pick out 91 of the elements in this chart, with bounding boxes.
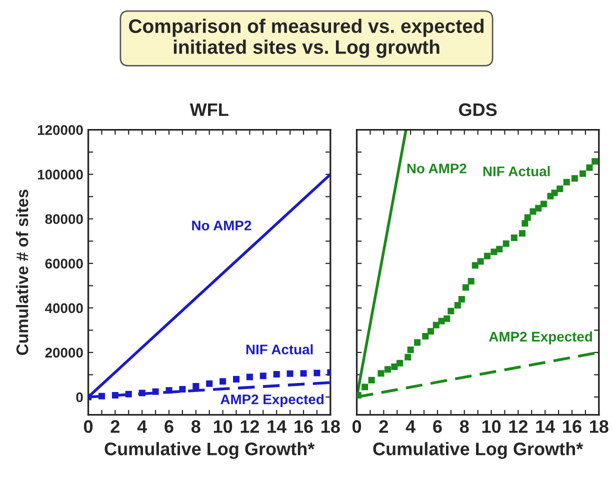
point xyxy=(535,204,542,212)
point xyxy=(407,346,414,354)
x-tick-label: 10 xyxy=(214,420,232,433)
x-tick-label: 14 xyxy=(536,420,556,433)
x-axis-title: Cumulative Log Growth* xyxy=(104,442,315,459)
y-tick-label: 0 xyxy=(76,392,83,402)
y-tick-label: 20000 xyxy=(45,348,83,358)
x-tick-label: 12 xyxy=(509,420,528,433)
point xyxy=(166,387,172,394)
point xyxy=(551,190,558,196)
point xyxy=(422,332,429,340)
y-tick-label: 40000 xyxy=(45,303,83,314)
x-tick-label: 16 xyxy=(294,420,313,433)
series-label: No AMP2 xyxy=(407,164,466,174)
point xyxy=(286,370,294,377)
point xyxy=(300,370,307,377)
y-tick-label: 80000 xyxy=(45,214,83,224)
x-tick-label: 6 xyxy=(164,420,174,433)
point xyxy=(362,384,368,390)
series-label: No AMP2 xyxy=(192,220,252,230)
point xyxy=(468,278,474,284)
point xyxy=(458,296,465,303)
point xyxy=(378,370,384,377)
point xyxy=(192,383,200,390)
point xyxy=(540,200,548,208)
y-tick-label: 100000 xyxy=(38,170,83,180)
point xyxy=(462,284,469,291)
point xyxy=(586,164,593,171)
text: Comparison of measured vs. expected initiated sites vs. Log growth xyxy=(129,18,484,58)
x-tick-label: 0 xyxy=(84,420,93,433)
point xyxy=(496,246,503,252)
point xyxy=(260,372,266,380)
point xyxy=(404,354,412,360)
series-label: NIF Actual xyxy=(246,344,313,354)
y-tick-label: 120000 xyxy=(38,125,83,135)
x-tick-label: 14 xyxy=(268,420,287,433)
point xyxy=(414,339,421,346)
point xyxy=(384,366,391,373)
point xyxy=(179,386,186,392)
series-label: AMP2 Expected xyxy=(489,331,592,344)
point xyxy=(314,370,320,376)
x-tick-label: 2 xyxy=(379,420,388,433)
point xyxy=(125,390,132,398)
point xyxy=(522,220,528,227)
point xyxy=(571,175,578,182)
point xyxy=(220,378,226,385)
x-tick-label: 0 xyxy=(352,420,362,433)
point xyxy=(477,258,484,265)
y-tick-label: 60000 xyxy=(45,258,83,269)
point xyxy=(98,392,105,400)
x-tick-label: 18 xyxy=(322,420,340,433)
point xyxy=(427,328,434,335)
x-tick-label: 16 xyxy=(563,420,582,433)
point xyxy=(368,376,375,384)
point xyxy=(448,308,454,314)
point xyxy=(563,178,570,186)
x-tick-label: 4 xyxy=(137,420,148,433)
x-tick-label: 18 xyxy=(590,420,608,433)
point xyxy=(112,392,118,398)
point xyxy=(524,214,531,221)
series-label: AMP2 Expected xyxy=(220,394,324,408)
point xyxy=(592,158,598,165)
point xyxy=(432,322,440,328)
x-axis-title: Cumulative Log Growth* xyxy=(373,442,584,459)
point xyxy=(484,252,491,260)
y-axis-title: Cumulative # of sites xyxy=(16,190,28,355)
x-tick-label: 10 xyxy=(482,420,501,433)
point xyxy=(273,371,280,378)
chart-title: WFL xyxy=(190,104,228,116)
point xyxy=(454,302,461,309)
point xyxy=(444,315,450,322)
x-tick-label: 4 xyxy=(406,420,416,433)
x-tick-label: 12 xyxy=(240,420,260,433)
chart-title: GDS xyxy=(459,103,497,116)
point xyxy=(246,374,253,380)
point xyxy=(138,390,146,396)
point xyxy=(472,262,478,269)
point xyxy=(152,388,159,395)
point xyxy=(518,230,526,237)
point xyxy=(510,234,518,242)
x-tick-label: 8 xyxy=(191,420,200,433)
point xyxy=(556,186,564,192)
point xyxy=(502,240,510,247)
point xyxy=(232,376,240,382)
point xyxy=(396,360,404,366)
x-tick-label: 6 xyxy=(433,420,442,433)
point xyxy=(206,380,213,387)
point xyxy=(580,170,586,177)
series-label: NIF Actual xyxy=(483,166,550,176)
x-tick-label: 8 xyxy=(460,420,469,433)
x-tick-label: 2 xyxy=(110,420,120,433)
